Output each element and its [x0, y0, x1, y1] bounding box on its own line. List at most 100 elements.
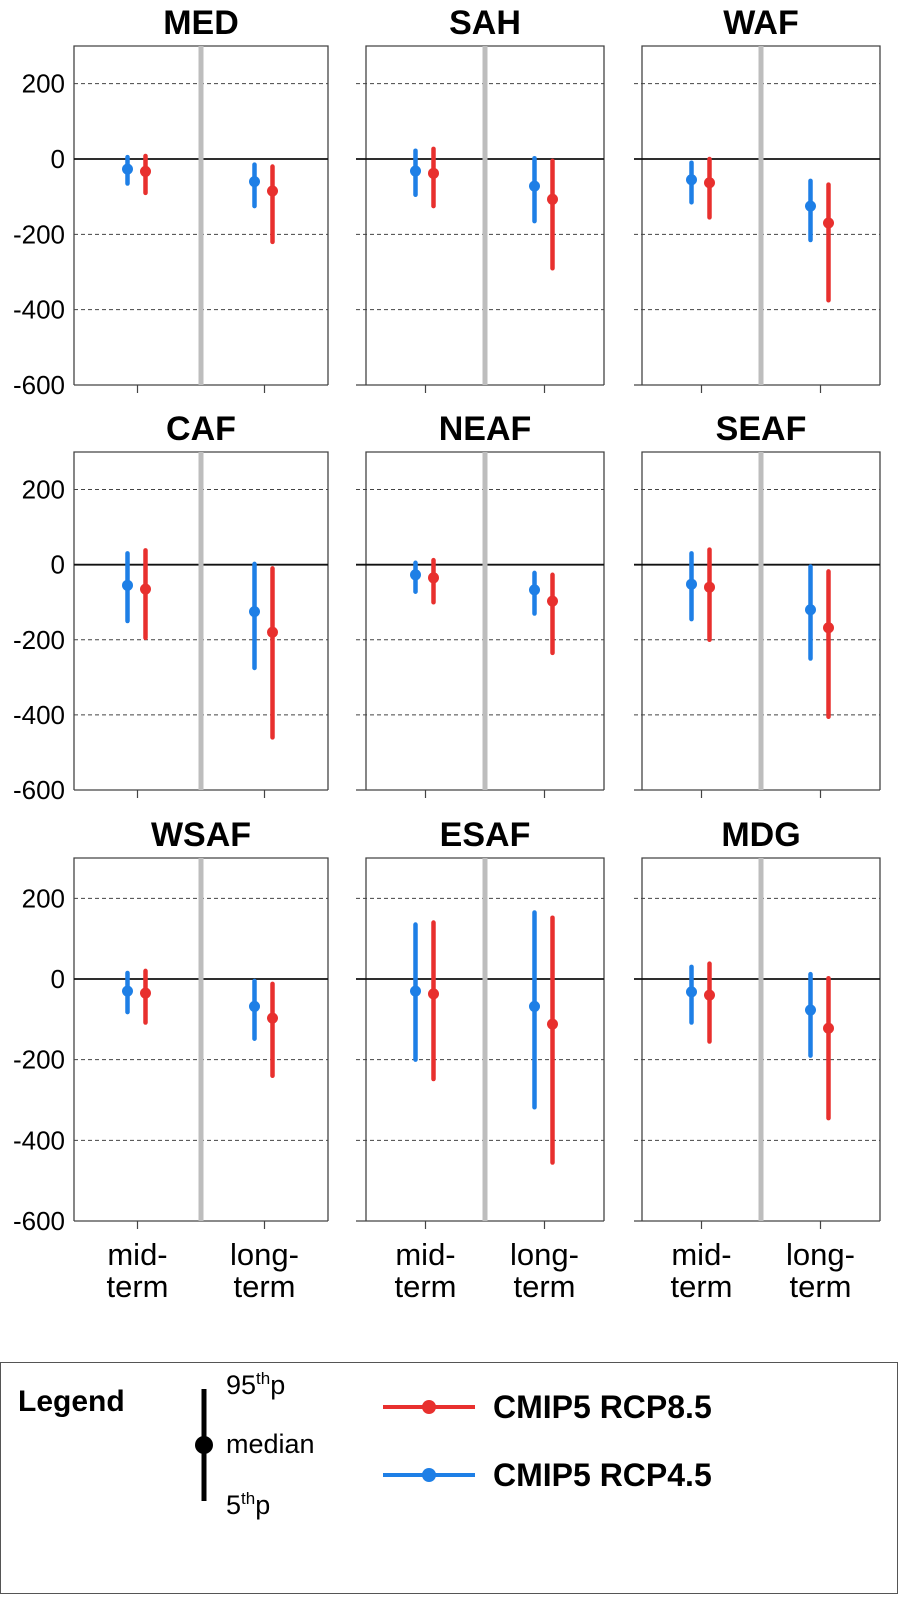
figure-chart-grid: MED 200 0 -200 -400 -600 SAH WAF CAF 200 0 -200 -400…	[13, 4, 881, 1304]
x-category-label: term	[395, 1269, 457, 1304]
y-tick-label: -600	[13, 1206, 65, 1236]
median-point-long-rcp45	[249, 176, 260, 188]
y-tick-label: 0	[51, 144, 65, 174]
median-point-mid-rcp45	[410, 569, 421, 581]
median-point-mid-rcp45	[122, 163, 133, 175]
legend-median-dot	[195, 1436, 213, 1454]
median-point-mid-rcp85	[428, 988, 439, 1000]
median-point-mid-rcp45	[410, 165, 421, 177]
y-tick-label: 0	[51, 964, 65, 994]
legend-rcp85-label: CMIP5 RCP8.5	[493, 1389, 712, 1425]
median-point-mid-rcp45	[122, 579, 133, 591]
x-category-label: long-	[510, 1237, 579, 1272]
panel-title: NEAF	[439, 410, 532, 448]
y-tick-label: -400	[13, 295, 65, 325]
panel-med: MED 200 0 -200 -400 -600	[13, 4, 329, 400]
x-category-label: term	[790, 1269, 852, 1304]
legend-p5-label: 5thp	[226, 1489, 270, 1521]
median-point-mid-rcp85	[704, 989, 715, 1001]
median-point-mid-rcp85	[140, 583, 151, 595]
median-point-mid-rcp85	[140, 987, 151, 999]
legend-p95-label: 95thp	[226, 1369, 285, 1401]
x-category-label: term	[514, 1269, 576, 1304]
legend-title: Legend	[18, 1385, 125, 1418]
median-point-mid-rcp45	[410, 985, 421, 997]
legend-rcp85-dot	[422, 1400, 436, 1414]
legend-median-label: median	[226, 1429, 315, 1459]
median-point-mid-rcp85	[704, 177, 715, 189]
legend-p95-sup: th	[256, 1369, 271, 1388]
panel-title: ESAF	[440, 816, 531, 854]
legend-p5-suffix: p	[255, 1490, 271, 1520]
y-tick-label: -600	[13, 370, 65, 400]
x-category-label: mid-	[395, 1237, 455, 1272]
median-point-long-rcp45	[805, 604, 816, 616]
median-point-long-rcp45	[529, 180, 540, 192]
panel-sah: SAH	[356, 4, 605, 393]
panel-title: MDG	[721, 816, 800, 854]
median-point-long-rcp85	[267, 1012, 278, 1024]
panel-title: WAF	[723, 4, 799, 42]
median-point-mid-rcp85	[428, 572, 439, 584]
legend-rcp45-swatch	[383, 1468, 475, 1482]
median-point-long-rcp45	[805, 1004, 816, 1016]
panel-caf: CAF 200 0 -200 -400 -600	[13, 410, 329, 805]
x-category-label: term	[234, 1269, 296, 1304]
x-category-label: long-	[786, 1237, 855, 1272]
median-point-mid-rcp45	[122, 985, 133, 997]
median-point-long-rcp85	[547, 193, 558, 205]
legend-p5-sup: th	[241, 1489, 256, 1508]
panel-title: CAF	[166, 410, 236, 448]
x-category-label: term	[107, 1269, 169, 1304]
y-tick-label: -600	[13, 775, 65, 805]
median-point-mid-rcp85	[140, 165, 151, 177]
panel-title: SEAF	[716, 410, 807, 448]
panel-neaf: NEAF	[356, 410, 605, 798]
y-tick-label: 200	[22, 475, 65, 505]
legend-p95-suffix: p	[270, 1370, 286, 1400]
legend-p5-base: 5	[226, 1490, 242, 1520]
legend-rcp45-label: CMIP5 RCP4.5	[493, 1457, 712, 1493]
y-tick-label: -200	[13, 219, 65, 249]
panel-waf: WAF	[634, 4, 881, 393]
panel-title: MED	[163, 4, 239, 42]
median-point-long-rcp85	[267, 626, 278, 638]
median-point-long-rcp45	[805, 200, 816, 212]
median-point-mid-rcp85	[428, 167, 439, 179]
panel-title: SAH	[449, 4, 521, 42]
x-category-label: mid-	[107, 1237, 167, 1272]
median-point-long-rcp45	[529, 584, 540, 596]
legend-p95-base: 95	[226, 1370, 257, 1400]
median-point-long-rcp85	[547, 595, 558, 607]
y-tick-label: 200	[22, 883, 65, 913]
legend-percentile-key	[195, 1389, 213, 1501]
x-category-label: term	[671, 1269, 733, 1304]
legend-rcp85-swatch	[383, 1400, 475, 1414]
y-tick-label: 0	[51, 550, 65, 580]
median-point-mid-rcp45	[686, 174, 697, 186]
median-point-long-rcp85	[267, 185, 278, 197]
legend-rcp45-dot	[422, 1468, 436, 1482]
legend-box: Legend 95thp median 5thp CMIP5 RCP8.5 CM…	[0, 1362, 898, 1594]
median-point-long-rcp85	[547, 1018, 558, 1030]
median-point-long-rcp85	[823, 1022, 834, 1034]
panel-seaf: SEAF	[634, 410, 881, 798]
median-point-mid-rcp85	[704, 581, 715, 593]
y-tick-label: 200	[22, 69, 65, 99]
median-point-long-rcp45	[249, 606, 260, 618]
median-point-long-rcp45	[529, 1000, 540, 1012]
y-tick-label: -200	[13, 1045, 65, 1075]
median-point-long-rcp85	[823, 217, 834, 229]
x-category-label: long-	[230, 1237, 299, 1272]
y-tick-label: -400	[13, 700, 65, 730]
median-point-long-rcp45	[249, 1000, 260, 1012]
x-category-label: mid-	[671, 1237, 731, 1272]
y-tick-label: -200	[13, 625, 65, 655]
median-point-mid-rcp45	[686, 986, 697, 998]
y-tick-label: -400	[13, 1125, 65, 1155]
median-point-long-rcp85	[823, 622, 834, 634]
panel-title: WSAF	[151, 816, 251, 854]
